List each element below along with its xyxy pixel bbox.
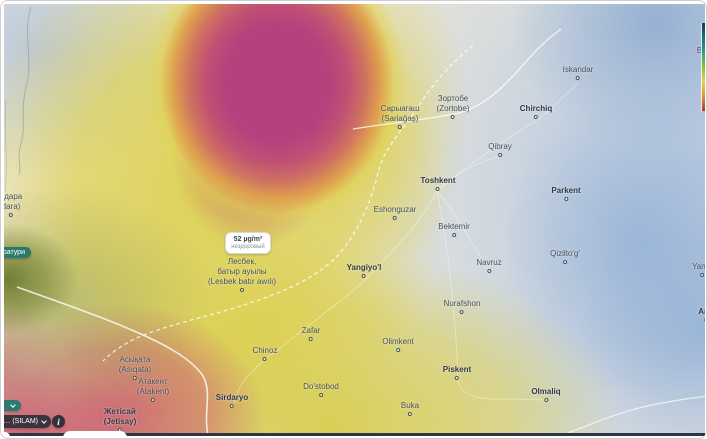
city-marker — [230, 404, 234, 408]
city-marker — [451, 115, 455, 119]
layer-pill-label: …ратури — [1, 249, 25, 256]
city-label-zortobe: Зортобе (Zortobe) — [437, 94, 469, 119]
river-line — [552, 395, 706, 438]
aqi-status: нездоровый — [231, 243, 265, 250]
city-marker — [544, 398, 548, 402]
layer-pill[interactable]: …ратури — [1, 247, 31, 258]
city-marker — [240, 288, 244, 292]
city-label-chirchiq: Chirchiq — [520, 104, 552, 119]
city-marker — [362, 274, 366, 278]
bottom-sheet-handle[interactable] — [63, 431, 127, 438]
info-button[interactable]: i — [52, 415, 65, 428]
chevron-down-icon — [10, 401, 16, 408]
city-marker — [308, 337, 313, 341]
city-marker — [533, 115, 538, 119]
model-select-pill[interactable]: … (SILAM) — [1, 415, 51, 428]
city-marker — [436, 187, 440, 191]
city-marker — [452, 233, 456, 237]
city-marker — [319, 393, 323, 397]
road-line — [436, 190, 490, 272]
city-label-sariagash: Сарыагаш (Sariağaş) — [381, 104, 419, 129]
bottom-sheet-corner — [1, 432, 10, 438]
city-marker — [562, 260, 567, 264]
frame-border — [1, 1, 4, 438]
frame-border — [1, 436, 706, 438]
city-label-bektemir: Bektemir — [438, 222, 470, 237]
city-label-piskent: Piskent — [443, 365, 471, 380]
bottom-bar — [1, 433, 706, 438]
city-label-olmaliq: Olmaliq — [531, 387, 561, 402]
city-label-qibray: Qibray — [488, 142, 512, 157]
city-marker — [459, 310, 464, 314]
river-line — [16, 286, 210, 438]
city-marker — [263, 357, 267, 361]
city-marker — [498, 153, 502, 157]
river-line — [18, 6, 32, 176]
aqi-colorbar — [701, 23, 706, 111]
city-marker — [407, 412, 412, 416]
aqi-tooltip: 52 µg/m³ нездоровый — [225, 232, 271, 254]
city-label-zafar: Zafar — [302, 326, 320, 341]
city-label-olimkent: Olimkent — [382, 337, 414, 352]
aqi-value: 52 µg/m³ — [233, 235, 263, 243]
city-label-lesbek: Лесбек, батыр ауылы (Lesbek batır awılı) — [208, 257, 276, 292]
city-label-asiqata: Асықата (Asıqata) — [119, 355, 151, 380]
city-label-yangi-edge: Yangi — [692, 262, 706, 277]
city-label-dostobod: Do'stobod — [303, 382, 339, 397]
city-label-parkent: Parkent — [551, 186, 581, 201]
city-label-yangiyol: Yangiyo'l — [347, 263, 381, 278]
river-line — [4, 100, 7, 192]
city-label-dara-edge: адара dara) — [1, 192, 22, 217]
city-marker — [397, 125, 402, 129]
border-line-north — [352, 28, 562, 130]
city-marker — [133, 376, 137, 380]
city-label-sirdaryo: Sirdaryo — [216, 393, 248, 408]
city-marker — [455, 376, 459, 380]
mini-layer-pill[interactable] — [1, 400, 21, 411]
frame-border — [1, 1, 706, 4]
city-marker — [563, 197, 568, 201]
city-label-jetisay: Жетісай (Jetisay) — [104, 407, 136, 432]
city-marker — [487, 269, 491, 273]
city-marker — [9, 213, 13, 217]
road-line — [436, 156, 499, 192]
city-label-atakent: Атакент (Atakent) — [137, 377, 169, 402]
city-label-buka: Buka — [401, 401, 419, 416]
city-label-toshkent: Toshkent — [421, 176, 455, 191]
city-marker — [396, 348, 400, 352]
road-line — [436, 190, 545, 401]
city-marker — [576, 76, 580, 80]
city-marker — [700, 273, 704, 277]
city-label-nurafshon: Nurafshon — [444, 299, 480, 314]
city-label-iskandar: Iskandar — [563, 65, 593, 80]
road-line — [436, 82, 579, 192]
border-line — [102, 44, 474, 362]
city-marker — [151, 398, 155, 402]
city-label-navruz: Navruz — [476, 258, 502, 273]
model-pill-label: … (SILAM) — [3, 418, 38, 425]
road-line — [232, 190, 438, 408]
city-label-qiziltog: Qizilto'g' — [550, 249, 580, 264]
city-label-eshonguzar: Eshonguzar — [374, 205, 416, 220]
city-label-chinoz: Chinoz — [253, 346, 277, 361]
city-marker — [392, 216, 397, 220]
frame-border — [705, 1, 706, 438]
chevron-down-icon — [41, 417, 47, 424]
info-icon: i — [57, 416, 60, 427]
